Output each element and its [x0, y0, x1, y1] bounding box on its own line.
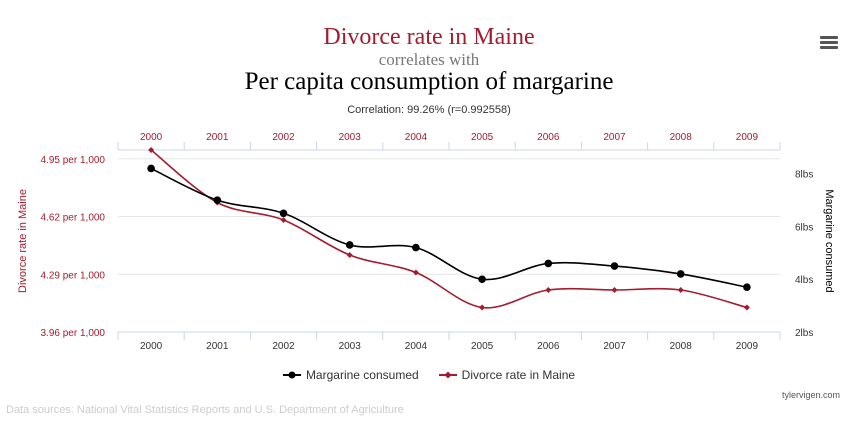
left-y-axis-title: Divorce rate in Maine — [17, 189, 29, 293]
legend-label-divorce: Divorce rate in Maine — [461, 368, 576, 382]
data-point-margarine — [213, 196, 222, 204]
bottom-x-tick-label: 2001 — [206, 341, 229, 352]
top-x-tick-label: 2000 — [140, 132, 163, 143]
top-x-tick-label: 2008 — [670, 132, 693, 143]
right-y-tick-label: 2lbs — [795, 328, 813, 339]
legend-item-divorce[interactable]: Divorce rate in Maine — [438, 368, 576, 382]
bottom-x-tick-label: 2009 — [736, 341, 759, 352]
top-x-tick-label: 2002 — [272, 132, 295, 143]
data-point-margarine — [610, 262, 619, 270]
data-point-margarine — [279, 209, 288, 218]
top-x-tick-label: 2003 — [339, 132, 362, 143]
bottom-x-tick-label: 2005 — [471, 341, 494, 352]
data-point-margarine — [743, 283, 751, 291]
top-x-tick-label: 2007 — [603, 132, 626, 143]
left-y-tick-label: 4.95 per 1,000 — [41, 155, 106, 166]
credit-link[interactable]: tylervigen.com — [781, 390, 840, 400]
chart-title: Divorce rate in Maine — [323, 24, 535, 50]
data-sources: Data sources: National Vital Statistics … — [6, 404, 404, 416]
series-line-margarine — [150, 167, 748, 288]
left-y-tick-label: 4.29 per 1,000 — [41, 270, 106, 281]
menu-bar — [820, 41, 838, 44]
data-point-divorce — [611, 287, 618, 293]
bottom-x-tick-label: 2008 — [670, 341, 693, 352]
bottom-x-tick-label: 2003 — [339, 341, 362, 352]
data-point-divorce — [743, 304, 750, 311]
left-y-tick-label: 3.96 per 1,000 — [41, 328, 106, 339]
right-y-axis-title: Margarine consumed — [823, 189, 835, 292]
bottom-x-tick-label: 2006 — [537, 341, 560, 352]
legend: Margarine consumed Divorce rate in Maine — [0, 368, 858, 382]
legend-marker-margarine — [282, 371, 301, 379]
top-x-tick-label: 2005 — [471, 132, 494, 143]
top-x-tick-label: 2004 — [405, 132, 428, 143]
bottom-x-tick-label: 2007 — [603, 341, 626, 352]
bottom-x-tick-label: 2004 — [405, 341, 428, 352]
legend-item-margarine[interactable]: Margarine consumed — [282, 368, 419, 382]
data-point-divorce — [545, 287, 552, 293]
top-x-tick-label: 2001 — [206, 132, 229, 143]
bottom-x-tick-label: 2002 — [272, 341, 295, 352]
top-x-tick-label: 2006 — [537, 132, 560, 143]
legend-label-margarine: Margarine consumed — [305, 368, 419, 382]
chart-connector: correlates with — [378, 50, 480, 69]
chart-subtitle: Per capita consumption of margarine — [244, 68, 614, 95]
data-point-margarine — [345, 241, 354, 249]
data-point-divorce — [677, 287, 684, 293]
bottom-x-tick-label: 2000 — [140, 341, 163, 352]
data-point-divorce — [148, 147, 155, 153]
data-point-margarine — [412, 243, 420, 252]
right-y-tick-label: 8lbs — [795, 170, 813, 181]
data-point-margarine — [478, 275, 486, 284]
right-y-tick-label: 4lbs — [795, 275, 813, 286]
right-y-tick-label: 6lbs — [795, 222, 813, 233]
top-x-tick-label: 2009 — [736, 132, 759, 143]
data-point-divorce — [479, 304, 486, 311]
left-y-tick-label: 4.62 per 1,000 — [41, 213, 106, 224]
data-point-divorce — [280, 217, 287, 223]
data-point-divorce — [412, 269, 419, 276]
data-point-margarine — [544, 259, 553, 268]
menu-bar — [820, 46, 838, 49]
hamburger-menu-icon[interactable] — [820, 36, 838, 50]
legend-marker-divorce — [438, 371, 457, 379]
menu-bar — [820, 36, 838, 39]
correlation-text: Correlation: 99.26% (r=0.992558) — [347, 104, 511, 116]
data-point-margarine — [147, 164, 155, 173]
data-point-margarine — [676, 270, 685, 278]
data-point-divorce — [346, 252, 353, 258]
series-line-divorce — [150, 149, 748, 309]
